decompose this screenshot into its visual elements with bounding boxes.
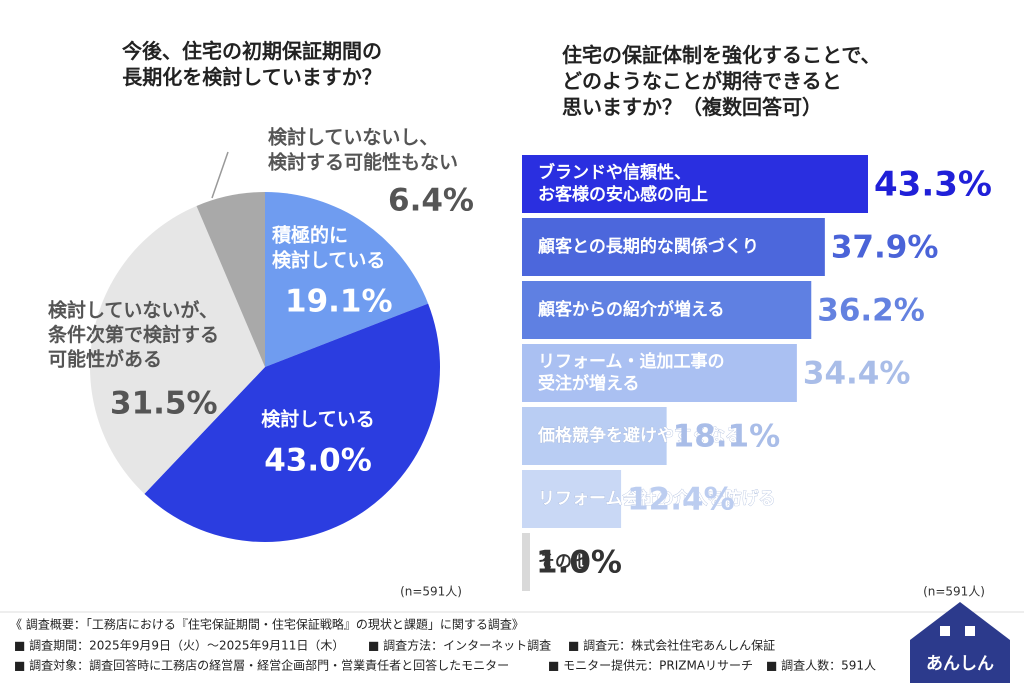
footer-item: ■ 調査人数：591人 xyxy=(766,658,876,673)
bar xyxy=(522,155,868,213)
footer-heading: 《 調査概要：「工務店における『住宅保証期間・住宅保証戦略』の現状と課題」に関す… xyxy=(10,617,524,632)
footer-item: ■ モニター提供元：PRIZMAリサーチ xyxy=(548,658,753,673)
footer-item: ■ 調査方法：インターネット調査 xyxy=(368,638,551,653)
slice-value: 19.1% xyxy=(285,284,393,320)
bar-note: (n=591人) xyxy=(923,585,985,599)
slice-label: 検討していないし、検討する可能性もない xyxy=(268,125,458,173)
pie-slice xyxy=(265,192,429,367)
bar-category: 顧客との長期的な関係づくり xyxy=(538,236,759,257)
slice-label: 積極的に検討している xyxy=(272,223,385,271)
slice-value: 31.5% xyxy=(110,386,218,422)
bar-value: 37.9% xyxy=(831,230,939,266)
bar-value: 1.0% xyxy=(536,545,622,581)
footer-item: ■ 調査対象：調査回答時に工務店の経営層・経営企画部門・営業責任者と回答したモニ… xyxy=(14,658,509,673)
footer-item: ■ 調査元：株式会社住宅あんしん保証 xyxy=(568,638,775,653)
leader-line xyxy=(211,151,229,199)
bar xyxy=(522,344,797,402)
bar-category: 価格競争を避けやすくなる xyxy=(537,425,742,446)
logo: あんしん xyxy=(910,602,1010,683)
slice-value: 6.4% xyxy=(388,183,474,219)
bar-value: 12.4% xyxy=(627,482,735,518)
pie-slice xyxy=(196,192,265,367)
bar-category: ブランドや信頼性、お客様の安心感の向上 xyxy=(538,162,708,205)
bar xyxy=(522,218,825,276)
bar-value: 43.3% xyxy=(874,165,992,205)
bar-category: その他 xyxy=(538,551,589,572)
slice-value: 43.0% xyxy=(264,443,372,479)
pie-note: (n=591人) xyxy=(400,585,462,599)
pie-slice xyxy=(90,205,265,494)
bar-category: 顧客からの紹介が増える xyxy=(538,299,725,320)
slice-label: 検討している xyxy=(261,408,374,431)
logo-text: あんしん xyxy=(926,654,994,674)
bar-value: 34.4% xyxy=(803,356,911,392)
bar xyxy=(522,533,530,591)
bar-category: リフォーム会社の介入を防げる xyxy=(538,488,776,509)
slice-label: 検討していないが、条件次第で検討する可能性がある xyxy=(48,298,219,370)
bar-value: 18.1% xyxy=(673,419,781,455)
bar xyxy=(522,281,812,339)
pie-slice xyxy=(144,303,440,542)
pie-title: 今後、住宅の初期保証期間の長期化を検討していますか？ xyxy=(122,39,382,89)
footer-item: ■ 調査期間：2025年9月9日（火）～2025年9月11日（木） xyxy=(14,639,344,653)
bar-title: 住宅の保証体制を強化することで、どのようなことが期待できると思いますか？（複数回… xyxy=(562,43,881,119)
bar xyxy=(522,407,667,465)
bar xyxy=(522,470,622,528)
bar-value: 36.2% xyxy=(817,293,925,329)
bar-category: リフォーム・追加工事の受注が増える xyxy=(538,351,725,394)
